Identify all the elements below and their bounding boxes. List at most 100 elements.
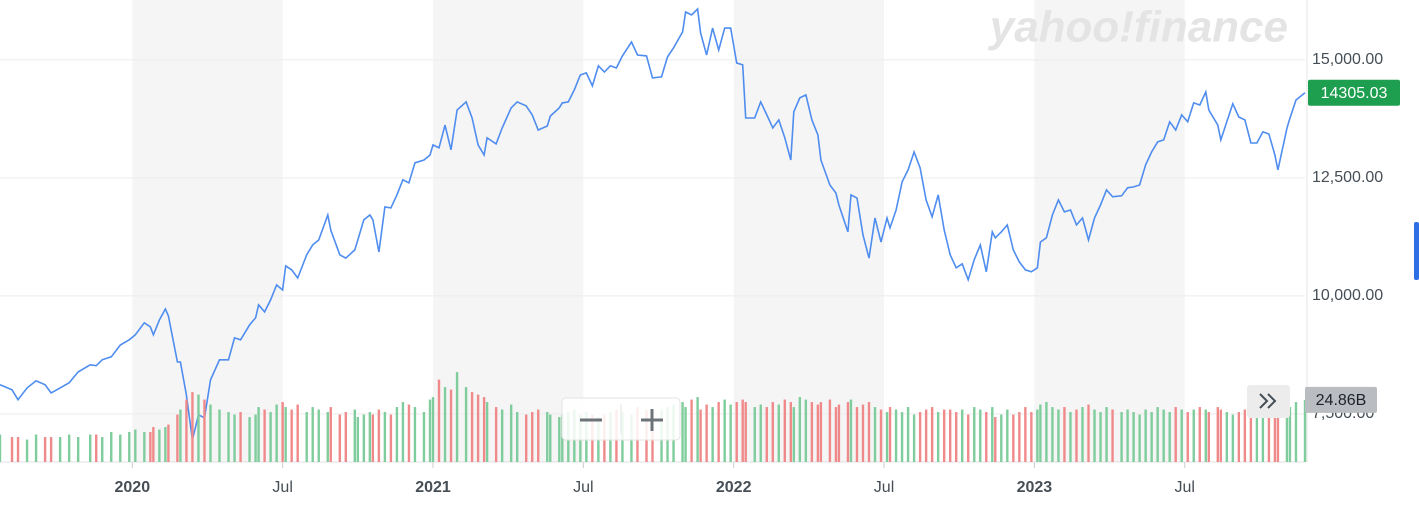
- price-line: [0, 7, 1306, 440]
- volume-bar: [684, 407, 687, 462]
- volume-bar: [537, 409, 540, 462]
- volume-bar: [765, 407, 768, 462]
- volume-bar: [1267, 409, 1271, 462]
- volume-bar: [275, 404, 278, 462]
- volume-bar: [1156, 407, 1159, 462]
- volume-bar: [531, 412, 534, 462]
- volume-bar: [305, 412, 308, 462]
- volume-bar: [67, 434, 71, 462]
- volume-bar: [1057, 409, 1060, 462]
- scroll-handle[interactable]: [1414, 222, 1419, 280]
- volume-bar: [900, 412, 904, 462]
- volume-bar: [203, 399, 206, 462]
- volume-bar: [395, 407, 399, 462]
- volume-bar: [290, 409, 293, 462]
- volume-bar: [711, 407, 714, 462]
- volume-bar: [176, 414, 179, 462]
- volume-bar: [1243, 409, 1247, 462]
- volume-bar: [509, 404, 513, 462]
- volume-bar: [371, 414, 375, 462]
- volume-bar: [239, 412, 242, 462]
- volume-bar: [699, 409, 702, 462]
- volume-bar: [1204, 409, 1207, 462]
- volume-bar: [558, 417, 561, 462]
- volume-bar: [1231, 414, 1235, 462]
- volume-bar: [1162, 409, 1165, 462]
- volume-bar: [49, 437, 53, 462]
- volume-bar: [101, 437, 104, 462]
- volume-bar: [431, 397, 435, 462]
- volume-bar: [356, 417, 360, 462]
- watermark: yahoo!finance: [988, 3, 1288, 52]
- volume-bar: [326, 412, 329, 462]
- volume-bar: [1207, 412, 1210, 462]
- volume-bar: [906, 407, 910, 462]
- volume-bar: [362, 414, 366, 462]
- volume-bar: [218, 409, 221, 462]
- zoom-control[interactable]: [561, 397, 681, 441]
- volume-bar: [942, 409, 946, 462]
- volume-bar: [1192, 409, 1195, 462]
- volume-bar: [549, 414, 552, 462]
- volume-bar: [1105, 407, 1108, 462]
- volume-bar: [789, 402, 793, 462]
- x-tick-label: 2022: [716, 479, 752, 496]
- y-tick-label: 12,500.00: [1312, 169, 1383, 186]
- volume-bar: [804, 399, 808, 462]
- volume-bar: [777, 404, 780, 462]
- volume-bar: [149, 432, 152, 462]
- volume-bar: [954, 412, 958, 462]
- volume-bar: [515, 412, 519, 462]
- x-tick-label: 2020: [115, 479, 151, 496]
- volume-bar: [681, 402, 684, 462]
- volume-bar: [0, 434, 2, 462]
- volume-bar: [485, 402, 489, 462]
- volume-bar: [254, 414, 257, 462]
- volume-bar: [317, 409, 320, 462]
- y-tick-label: 10,000.00: [1312, 287, 1383, 304]
- volume-bar: [329, 407, 332, 462]
- volume-bar: [10, 437, 14, 462]
- volume-bar: [948, 409, 952, 462]
- volume-bar: [185, 399, 188, 462]
- period-band: [432, 0, 584, 462]
- volume-bar: [1024, 407, 1027, 462]
- volume-bar: [729, 404, 732, 462]
- volume-bar: [476, 394, 480, 462]
- volume-bar: [1255, 414, 1259, 462]
- volume-bar: [443, 387, 447, 462]
- volume-bar: [690, 399, 693, 462]
- volume-bar: [1000, 414, 1003, 462]
- scroll-button[interactable]: [1247, 385, 1290, 418]
- volume-bar: [191, 392, 194, 462]
- volume-bar: [1144, 409, 1147, 462]
- volume-bar: [741, 399, 744, 462]
- volume-bar: [849, 399, 853, 462]
- volume-bar: [1018, 412, 1021, 462]
- volume-bar: [422, 412, 426, 462]
- volume-bar: [1093, 409, 1096, 462]
- volume-bar: [377, 409, 381, 462]
- volume-bar: [353, 409, 357, 462]
- volume-bar: [233, 414, 236, 462]
- volume-bar: [1276, 404, 1280, 462]
- volume-bar: [500, 409, 504, 462]
- volume-bar: [912, 414, 916, 462]
- volume-bar: [1237, 412, 1241, 462]
- volume-bar: [43, 437, 47, 462]
- volume-bar: [753, 407, 756, 462]
- volume-bar: [783, 399, 787, 462]
- volume-bar: [744, 402, 747, 462]
- volume-bar: [1288, 407, 1292, 462]
- volume-bar: [401, 402, 405, 462]
- last-volume-label: 24.86B: [1316, 392, 1367, 409]
- volume-bar: [792, 407, 796, 462]
- volume-bar: [16, 437, 20, 462]
- volume-bar: [1249, 412, 1253, 462]
- volume-bar: [1111, 409, 1114, 462]
- volume-bar: [263, 409, 266, 462]
- volume-bar: [1285, 409, 1289, 462]
- volume-bar: [455, 372, 459, 462]
- volume-bar: [1075, 409, 1078, 462]
- volume-bar: [1069, 412, 1072, 462]
